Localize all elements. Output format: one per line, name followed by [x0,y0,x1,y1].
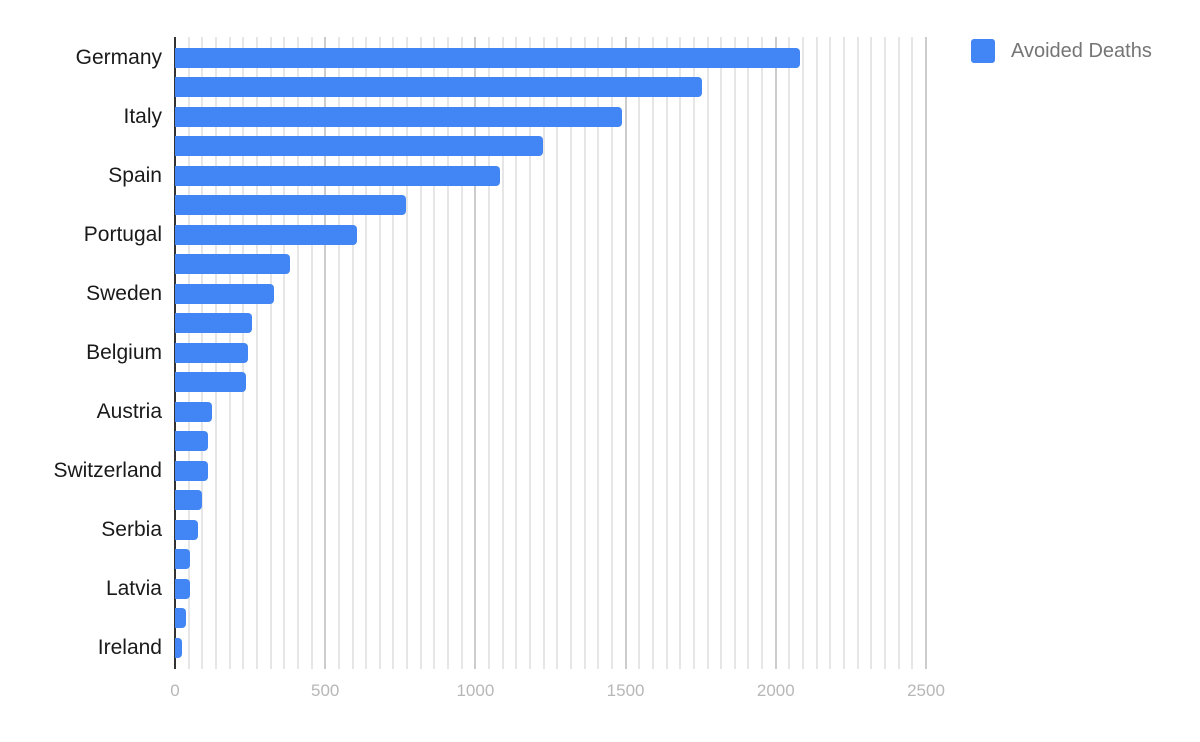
minor-gridline [269,37,272,669]
bar[interactable] [175,401,212,422]
minor-gridline [884,37,887,669]
bar[interactable] [175,77,702,98]
minor-gridline [529,37,532,669]
x-tick-label: 0 [170,681,180,700]
category-label: Italy [123,104,162,128]
minor-gridline [337,37,340,669]
minor-gridline [815,37,818,669]
minor-gridline [310,37,313,669]
category-label: Austria [96,399,162,423]
major-gridline [774,37,777,669]
minor-gridline [692,37,695,669]
minor-gridline [433,37,436,669]
category-label: Serbia [101,517,162,541]
major-gridline [925,37,927,669]
minor-gridline [706,37,709,669]
x-tick-label: 1500 [606,681,645,700]
minor-gridline [296,37,299,669]
category-label: Spain [108,163,162,187]
bar[interactable] [175,224,358,245]
minor-gridline [597,37,600,669]
bar[interactable] [175,47,800,68]
category-label: Belgium [86,340,162,364]
bar[interactable] [175,431,208,452]
plot-area [175,37,927,669]
minor-gridline [788,37,791,669]
minor-gridline [542,37,545,669]
x-tick-label: 2500 [907,681,945,700]
bar[interactable] [175,342,248,363]
minor-gridline [378,37,381,669]
bar[interactable] [175,165,501,186]
bar[interactable] [175,283,274,304]
bar[interactable] [175,460,208,481]
minor-gridline [870,37,873,669]
minor-gridline [351,37,354,669]
minor-gridline [419,37,422,669]
minor-gridline [638,37,641,669]
category-label: Germany [75,45,162,69]
minor-gridline [460,37,463,669]
major-gridline [624,37,627,669]
minor-gridline [583,37,586,669]
category-label: Sweden [86,281,162,305]
minor-gridline [501,37,504,669]
minor-gridline [515,37,518,669]
x-tick-label: 2000 [756,681,795,700]
category-label: Switzerland [53,458,162,482]
minor-gridline [283,37,286,669]
category-label: Latvia [105,576,162,600]
minor-gridline [856,37,859,669]
minor-gridline [829,37,832,669]
legend-label: Avoided Deaths [1011,39,1152,62]
category-label: Portugal [83,222,162,246]
bar[interactable] [175,136,544,157]
minor-gridline [610,37,613,669]
bar[interactable] [175,549,191,570]
bar[interactable] [175,372,246,393]
bar[interactable] [175,195,406,216]
minor-gridline [665,37,668,669]
bar[interactable] [175,578,191,599]
minor-gridline [556,37,559,669]
minor-gridline [447,37,450,669]
minor-gridline [651,37,654,669]
bar[interactable] [175,106,622,127]
minor-gridline [392,37,395,669]
minor-gridline [911,37,914,669]
minor-gridline [255,37,258,669]
bar[interactable] [175,490,203,511]
category-label: Ireland [97,635,162,659]
minor-gridline [365,37,368,669]
minor-gridline [720,37,723,669]
major-gridline [474,37,477,669]
bar[interactable] [175,637,182,658]
x-tick-label: 1000 [456,681,495,700]
bar[interactable] [175,254,290,275]
bar[interactable] [175,313,252,334]
legend[interactable]: Avoided Deaths [971,39,1152,63]
minor-gridline [747,37,750,669]
minor-gridline [802,37,805,669]
minor-gridline [843,37,846,669]
minor-gridline [569,37,572,669]
minor-gridline [897,37,900,669]
bar[interactable] [175,519,199,540]
minor-gridline [761,37,764,669]
legend-swatch-icon [971,39,995,63]
minor-gridline [406,37,409,669]
minor-gridline [488,37,491,669]
major-gridline [324,37,327,669]
bar[interactable] [175,608,186,629]
minor-gridline [679,37,682,669]
minor-gridline [733,37,736,669]
x-tick-label: 500 [311,681,340,700]
